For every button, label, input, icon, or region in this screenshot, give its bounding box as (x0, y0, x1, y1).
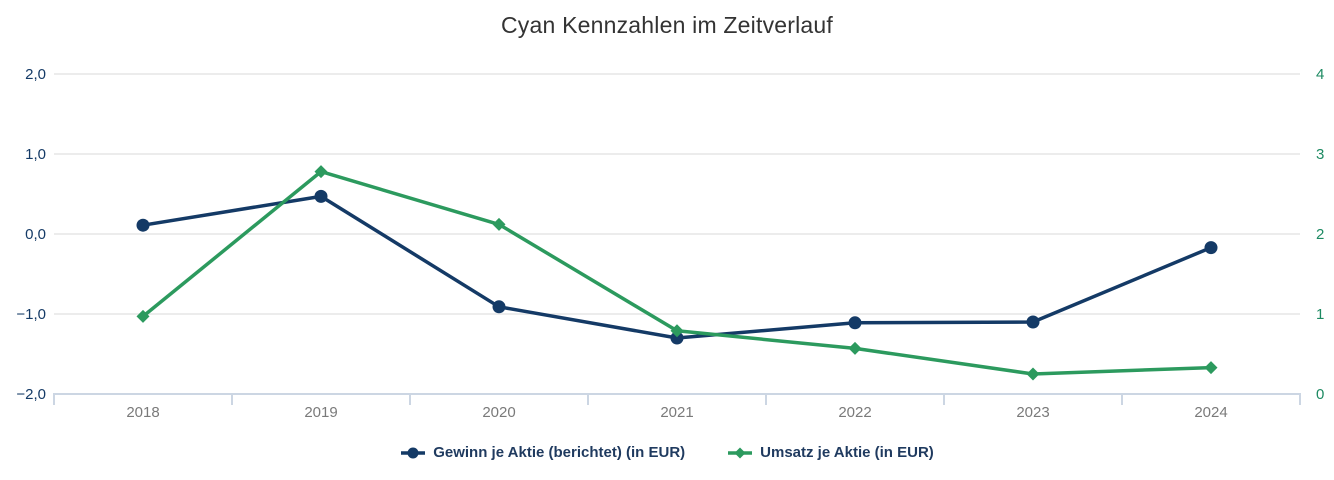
legend-marker-diamond (734, 447, 746, 458)
y-axis-label-left: 1,0 (25, 146, 46, 163)
data-point-marker[interactable] (492, 217, 506, 231)
data-point-marker[interactable] (1026, 315, 1040, 329)
y-axis-label-right: 3 (1316, 146, 1324, 163)
data-point-marker[interactable] (1204, 241, 1218, 255)
data-point-marker[interactable] (1204, 361, 1218, 375)
y-axis-label-right: 2 (1316, 226, 1324, 243)
x-axis-label: 2024 (1194, 404, 1227, 421)
legend-item-umsatz-je-aktie[interactable]: Umsatz je Aktie (in EUR) (727, 444, 934, 461)
x-axis-label: 2022 (838, 404, 871, 421)
x-axis-label: 2021 (660, 404, 693, 421)
y-axis-label-right: 0 (1316, 386, 1324, 403)
data-point-marker[interactable] (314, 165, 328, 179)
x-axis-label: 2019 (304, 404, 337, 421)
legend-marker-circle (407, 447, 419, 458)
data-point-marker[interactable] (1026, 367, 1040, 381)
legend-line-diamond-icon (728, 447, 753, 458)
legend-item-gewinn-je-aktie[interactable]: Gewinn je Aktie (berichtet) (in EUR) (400, 444, 685, 461)
data-point-marker[interactable] (136, 218, 150, 232)
data-point-marker[interactable] (848, 316, 862, 330)
x-axis-label: 2023 (1016, 404, 1049, 421)
chart-title: Cyan Kennzahlen im Zeitverlauf (501, 12, 833, 38)
y-axis-label-right: 4 (1316, 66, 1324, 83)
legend: Gewinn je Aktie (berichtet) (in EUR) Ums… (0, 444, 1334, 461)
x-axis-label: 2018 (126, 404, 159, 421)
y-axis-label-left: 2,0 (25, 66, 46, 83)
data-point-marker[interactable] (492, 300, 506, 314)
y-axis-label-right: 1 (1316, 306, 1324, 323)
data-point-marker[interactable] (136, 309, 150, 323)
legend-label: Gewinn je Aktie (berichtet) (in EUR) (433, 444, 686, 461)
x-axis-label: 2020 (482, 404, 515, 421)
y-axis-label-left: 0,0 (25, 226, 46, 243)
data-point-marker[interactable] (314, 189, 328, 203)
y-axis-label-left: −1,0 (16, 306, 46, 323)
y-axis-label-left: −2,0 (16, 386, 46, 403)
series-line-0 (141, 194, 1213, 340)
plot-area: 2,0 1,0 0,0 −1,0 −2,0 4 3 2 1 0 2018 2019 2020 2021 20… (16, 66, 1324, 421)
legend-line-circle-icon (401, 447, 426, 458)
legend-label: Umsatz je Aktie (in EUR) (760, 444, 934, 461)
data-point-marker[interactable] (670, 324, 684, 338)
data-point-marker[interactable] (848, 341, 862, 355)
data-point-marker[interactable] (670, 331, 684, 345)
